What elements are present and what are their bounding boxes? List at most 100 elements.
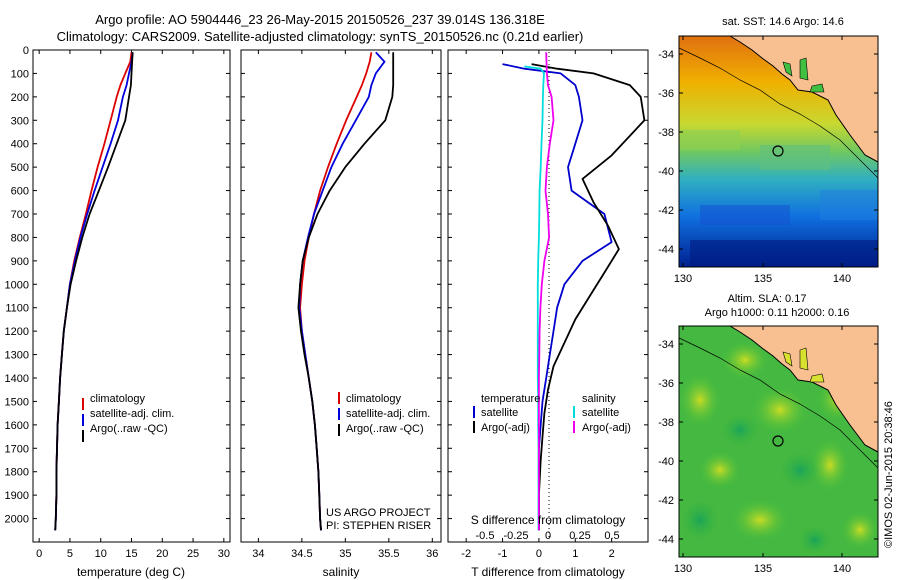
depth-tick-label: 900 [11,256,29,268]
satellite-adj-clim-line [54,52,134,531]
salinity-legend-climatology: climatology [346,393,402,405]
t-argo-adj-line [531,63,646,531]
lat-tick-label: -40 [658,166,674,178]
difference-profiles [502,52,646,531]
depth-tick-label: 600 [11,186,29,198]
lat-tick-label: -42 [658,205,674,217]
lat-tick-label: -38 [658,127,674,139]
lat-tick-label: -34 [658,339,674,351]
x-tick-label: 2 [609,548,615,560]
depth-axis: 0 100 200 300 400 500 600 700 800 900 1000 1100 1200… [5,45,230,526]
lon-tick-label: 135 [754,563,772,575]
x-tick-label: 25 [187,548,199,560]
difference-x-axis: -2 -1 0 1 2 [461,50,615,560]
sst-map-frame [678,35,879,268]
s-difference-label: S difference from climatology [471,513,626,527]
pi-annotation: PI: STEPHEN RISER [326,520,431,532]
s-diff-tick-label: -0.25 [503,530,528,542]
depth-tick-label: 200 [11,92,29,104]
sla-latitude-axis: -34 -36 -38 -40 -42 -44 [658,339,878,546]
difference-legend: temperature satellite Argo(-adj) salinit… [473,393,631,434]
climatology-line [299,52,373,531]
difference-panel: -2 -1 0 1 2 S difference from climatology -0… [447,49,649,579]
x-tick-label: 34.5 [291,548,312,560]
climatology-line [54,52,133,531]
lat-tick-label: -38 [658,417,674,429]
temperature-profiles [54,52,134,531]
sst-land [730,36,878,162]
x-tick-label: 35 [339,548,351,560]
difference-axes-box [447,49,649,543]
x-tick-label: 36 [426,548,438,560]
argo-raw-qc-line [297,52,395,531]
lon-tick-label: 135 [754,273,772,285]
salinity-x-axis: 34 34.5 35 35.5 36 [252,50,438,560]
sla-coastline [729,326,878,453]
x-tick-label: -2 [461,548,471,560]
sla-map-title-line1: Altim. SLA: 0.17 [728,293,807,305]
temperature-xlabel: temperature (deg C) [77,565,185,579]
x-tick-label: 10 [95,548,107,560]
salinity-difference-ticks: -0.5 -0.25 0 0.25 0.5 [476,530,620,542]
sla-map: Altim. SLA: 0.17 Argo h1000: 0.11 h2000:… [658,293,879,575]
imos-credit: ©IMOS 02-Jun-2015 20:38:46 [883,401,895,548]
sla-map-frame [678,325,879,558]
x-tick-label: 5 [67,548,73,560]
legend-s-satellite: satellite [582,407,619,419]
salinity-profiles [297,51,395,531]
satellite-adj-clim-line [298,51,386,531]
lat-tick-label: -36 [658,88,674,100]
salinity-axes-box [240,49,442,543]
depth-tick-label: 1100 [5,303,29,315]
lon-tick-label: 140 [833,563,851,575]
sst-latitude-axis: -34 -36 -38 -40 -42 -44 [658,49,878,256]
legend-t-argo: Argo(-adj) [481,422,530,434]
s-diff-tick-label: -0.5 [476,530,495,542]
depth-tick-label: 1000 [5,279,29,291]
figure-title-line2: Climatology: CARS2009. Satellite-adjuste… [56,29,584,44]
lon-tick-label: 140 [833,273,851,285]
argo-raw-qc-line [54,52,134,531]
x-tick-label: 0 [36,548,42,560]
lat-tick-label: -44 [658,244,674,256]
depth-tick-label: 700 [11,209,29,221]
s-diff-tick-label: 0.25 [569,530,590,542]
temperature-legend-climatology: climatology [90,393,146,405]
depth-tick-label: 500 [11,162,29,174]
sst-isobath [679,47,878,179]
x-tick-label: 35.5 [378,548,399,560]
salinity-legend-satellite: satellite-adj. clim. [346,408,430,420]
depth-tick-label: 1300 [5,350,29,362]
lon-tick-label: 130 [674,563,692,575]
depth-tick-label: 400 [11,139,29,151]
temperature-legend-argo: Argo(..raw -QC) [90,423,168,435]
depth-tick-label: 2000 [5,514,29,526]
depth-tick-label: 1200 [5,326,29,338]
lat-tick-label: -42 [658,495,674,507]
lat-tick-label: -34 [658,49,674,61]
sla-map-title-line2: Argo h1000: 0.11 h2000: 0.16 [705,307,850,319]
depth-tick-label: 1700 [5,443,29,455]
lon-tick-label: 130 [674,273,692,285]
lat-tick-label: -44 [658,534,674,546]
sst-coastline [729,36,878,163]
sst-map-title: sat. SST: 14.6 Argo: 14.6 [722,16,844,28]
sla-isobath [679,337,878,469]
temperature-panel: 0100200300400500600700800900100011001200… [5,45,231,579]
t-difference-label: T difference from climatology [471,565,625,579]
sla-gulf [782,347,825,383]
t-satellite-line [502,63,613,531]
sst-gulf [782,57,825,93]
sla-longitude-axis: 130 135 140 [674,326,851,575]
depth-tick-label: 1800 [5,467,29,479]
x-tick-label: 1 [572,548,578,560]
s-argo-adj-line [538,52,555,531]
x-tick-label: 15 [125,548,137,560]
sst-map: sat. SST: 14.6 Argo: 14.6 -34 -36 -38 -40 -4… [658,16,879,285]
lat-tick-label: -40 [658,456,674,468]
temperature-legend-satellite: satellite-adj. clim. [90,408,174,420]
lat-tick-label: -36 [658,378,674,390]
x-tick-label: 30 [218,548,230,560]
depth-tick-label: 100 [11,68,29,80]
figure-title-line1: Argo profile: AO 5904446_23 26-May-2015 … [95,12,545,27]
